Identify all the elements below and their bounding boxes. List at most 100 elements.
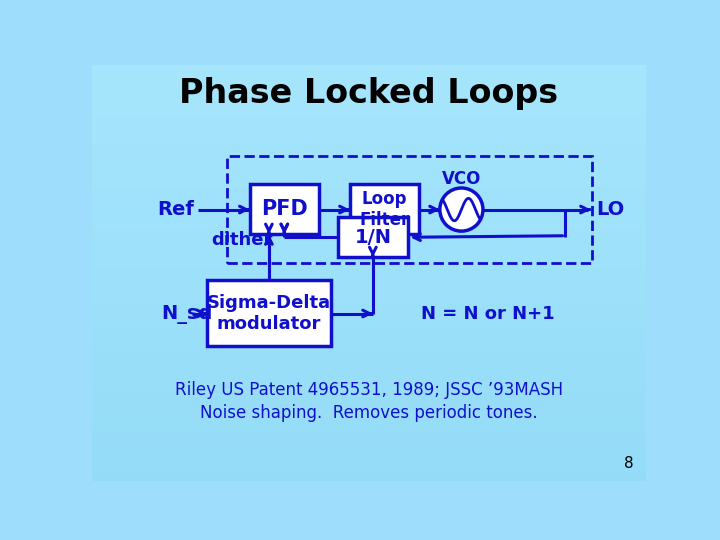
Bar bbox=[92, 159, 647, 160]
Bar bbox=[92, 190, 647, 191]
Bar bbox=[92, 280, 647, 281]
Bar bbox=[92, 374, 647, 375]
Bar bbox=[92, 310, 647, 311]
Bar bbox=[92, 423, 647, 424]
Bar bbox=[92, 222, 647, 224]
Bar bbox=[92, 434, 647, 435]
Bar bbox=[92, 96, 647, 97]
Bar bbox=[92, 210, 647, 211]
Bar bbox=[92, 184, 647, 185]
Bar bbox=[92, 241, 647, 242]
Bar bbox=[92, 125, 647, 126]
Bar bbox=[92, 66, 647, 67]
Bar bbox=[92, 232, 647, 233]
Bar bbox=[92, 212, 647, 213]
Bar bbox=[92, 114, 647, 115]
Bar bbox=[92, 440, 647, 441]
Bar bbox=[92, 262, 647, 264]
Bar bbox=[92, 350, 647, 351]
Bar bbox=[92, 198, 647, 199]
Bar bbox=[92, 298, 647, 299]
Text: VCO: VCO bbox=[441, 170, 481, 188]
Bar bbox=[92, 467, 647, 468]
Bar bbox=[92, 431, 647, 432]
Bar bbox=[92, 205, 647, 206]
Bar bbox=[92, 137, 647, 138]
Bar bbox=[92, 244, 647, 245]
Bar bbox=[92, 124, 647, 125]
Bar bbox=[92, 354, 647, 355]
Bar bbox=[92, 363, 647, 364]
Bar bbox=[92, 147, 647, 148]
Bar bbox=[92, 382, 647, 383]
Bar bbox=[92, 119, 647, 120]
Bar bbox=[92, 171, 647, 172]
Bar bbox=[92, 428, 647, 429]
Bar bbox=[92, 160, 647, 161]
Bar bbox=[92, 226, 647, 227]
Bar bbox=[92, 167, 647, 168]
Bar bbox=[92, 116, 647, 117]
Bar bbox=[92, 93, 647, 94]
Bar bbox=[92, 155, 647, 156]
Bar bbox=[92, 143, 647, 144]
Bar bbox=[92, 318, 647, 319]
Bar bbox=[92, 91, 647, 92]
Bar bbox=[92, 133, 647, 134]
Bar bbox=[92, 265, 647, 266]
Bar bbox=[92, 452, 647, 453]
Bar bbox=[92, 357, 647, 358]
Bar bbox=[92, 81, 647, 82]
Bar bbox=[92, 246, 647, 247]
Bar bbox=[92, 99, 647, 100]
Bar bbox=[92, 186, 647, 187]
Bar bbox=[92, 292, 647, 293]
Bar bbox=[92, 237, 647, 238]
Bar bbox=[92, 476, 647, 477]
Bar bbox=[92, 475, 647, 476]
Bar bbox=[92, 386, 647, 387]
Bar bbox=[92, 219, 647, 220]
Bar bbox=[250, 184, 319, 234]
Bar bbox=[92, 228, 647, 229]
Bar bbox=[92, 208, 647, 209]
Bar bbox=[92, 197, 647, 198]
Bar bbox=[92, 360, 647, 361]
Bar bbox=[92, 152, 647, 153]
Bar bbox=[92, 132, 647, 133]
Bar bbox=[92, 83, 647, 84]
Bar bbox=[92, 473, 647, 474]
Bar bbox=[92, 429, 647, 430]
Bar bbox=[92, 303, 647, 304]
Bar bbox=[92, 136, 647, 137]
Bar bbox=[92, 406, 647, 407]
Bar bbox=[92, 118, 647, 119]
Bar bbox=[92, 274, 647, 275]
Bar bbox=[92, 306, 647, 307]
Bar bbox=[92, 252, 647, 253]
Bar bbox=[92, 342, 647, 343]
Bar bbox=[92, 392, 647, 393]
Bar bbox=[92, 169, 647, 170]
Bar bbox=[92, 466, 647, 467]
Bar bbox=[92, 88, 647, 89]
Bar bbox=[92, 276, 647, 278]
Bar bbox=[92, 399, 647, 400]
Bar bbox=[92, 230, 647, 231]
Bar bbox=[92, 68, 647, 69]
Bar bbox=[92, 95, 647, 96]
Bar bbox=[92, 341, 647, 342]
Bar bbox=[92, 285, 647, 286]
Bar bbox=[92, 178, 647, 179]
Bar bbox=[92, 70, 647, 71]
Bar bbox=[92, 369, 647, 370]
Bar bbox=[92, 80, 647, 81]
Bar bbox=[92, 260, 647, 261]
Bar bbox=[92, 106, 647, 107]
Bar bbox=[92, 339, 647, 340]
Bar bbox=[92, 103, 647, 104]
Bar bbox=[92, 319, 647, 320]
Bar bbox=[92, 398, 647, 399]
Text: 1/N: 1/N bbox=[354, 228, 392, 247]
Bar bbox=[92, 361, 647, 362]
